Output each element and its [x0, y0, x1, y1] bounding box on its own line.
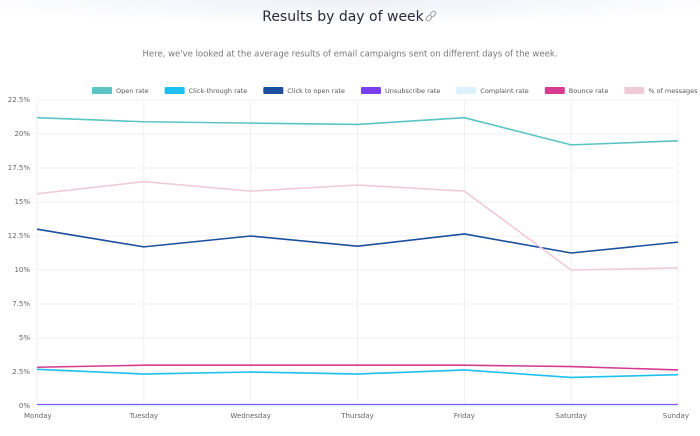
- y-tick-label: 0%: [19, 402, 30, 410]
- plot: 0% 2.5% 5% 7.5% 10% 12.5% 15% 17.5% 20% 22.5% Mond…: [8, 96, 689, 420]
- legend-swatch: [263, 87, 284, 94]
- x-tick-label: Monday: [24, 412, 52, 420]
- chart-title: Results by day of week: [262, 9, 424, 25]
- x-tick-label: Saturday: [555, 412, 587, 420]
- line-series: [36, 368, 679, 379]
- link-icon[interactable]: [425, 10, 437, 22]
- legend-swatch: [360, 87, 381, 94]
- chart-subtitle: Here, we've looked at the average result…: [143, 50, 558, 60]
- x-tick-label: Thursday: [340, 412, 374, 420]
- x-tick-label: Tuesday: [129, 412, 158, 420]
- y-tick-label: 7.5%: [12, 300, 30, 308]
- y-tick-label: 2.5%: [12, 368, 30, 376]
- line-series: [36, 364, 679, 371]
- line-series: [36, 180, 679, 271]
- legend-swatch: [164, 87, 185, 94]
- y-tick-label: 5%: [19, 334, 30, 342]
- y-tick-label: 12.5%: [8, 232, 31, 240]
- line-series: [36, 228, 679, 254]
- legend-swatch: [544, 87, 565, 94]
- legend-label: Complaint rate: [480, 87, 529, 95]
- legend-label: Click to open rate: [287, 87, 345, 95]
- x-tick-label: Sunday: [663, 412, 689, 420]
- legend: Open rate Click-through rate Click to open…: [92, 87, 698, 95]
- legend-swatch: [624, 87, 645, 94]
- y-tick-label: 20%: [14, 130, 30, 138]
- line-series: [36, 116, 679, 146]
- x-tick-label: Friday: [454, 412, 475, 420]
- legend-label: Unsubscribe rate: [385, 87, 440, 95]
- y-tick-label: 22.5%: [8, 96, 31, 104]
- legend-label: Open rate: [116, 87, 149, 95]
- x-tick-label: Wednesday: [230, 412, 271, 420]
- legend-swatch: [456, 87, 477, 94]
- y-tick-label: 17.5%: [8, 164, 31, 172]
- legend-label: Click-through rate: [189, 87, 248, 95]
- y-tick-label: 15%: [14, 198, 30, 206]
- header-bg: [0, 0, 700, 40]
- legend-swatch: [92, 87, 112, 94]
- y-tick-label: 10%: [14, 266, 30, 274]
- legend-label: % of messages: [648, 87, 698, 95]
- legend-label: Bounce rate: [569, 87, 609, 95]
